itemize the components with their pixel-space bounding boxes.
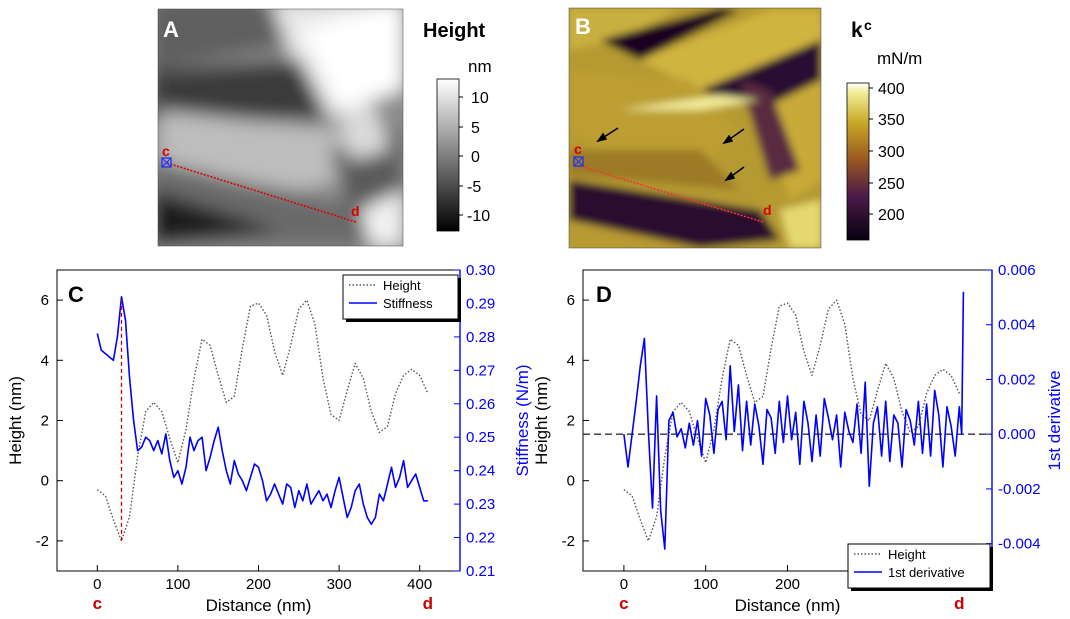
panel-b-colorbar-title-sup: c (864, 17, 872, 33)
panel-b-label: B (575, 14, 591, 39)
panel-b-marker-c: c (574, 141, 582, 157)
panel-d-end-label-c: c (619, 594, 628, 613)
panel-d-y-tick-label: 0 (567, 473, 575, 490)
panel-c-x-tick-label: 300 (327, 576, 352, 593)
panel-d-legend: Height 1st derivative (847, 543, 993, 591)
panel-c-y-right-tick-label: 0.27 (466, 362, 495, 379)
panel-c-y-right-tick-label: 0.29 (466, 295, 495, 312)
panel-d-legend-shadow (990, 547, 993, 591)
panel-b-colorbar-tick: 300 (878, 144, 905, 161)
panel-d-y-tick-label: 6 (567, 292, 575, 309)
panel-d-y-right-tick-label: 0.006 (998, 262, 1036, 279)
panel-d-y-tick-label: 2 (567, 413, 575, 430)
panel-c-y-right-axis-title: Stiffness (N/m) (513, 364, 532, 476)
panel-c-legend-entry: Stiffness (383, 296, 433, 311)
panel-d-x-tick-label: 100 (693, 576, 718, 593)
panel-c-legend-entry: Height (383, 278, 421, 293)
panel-d-y-tick-label: 4 (567, 352, 575, 369)
panel-a-colorbar-tick: -10 (467, 208, 490, 225)
panel-d-y-right-tick-label: -0.004 (998, 536, 1041, 553)
panel-d-legend-entry: Height (888, 547, 926, 562)
panel-a-colorbar-gradient (436, 78, 460, 232)
panel-d-series-height-line (623, 299, 960, 542)
panel-d-y-right-axis-title: 1st derivative (1045, 370, 1064, 470)
panel-d-x-tick-label: 0 (620, 576, 628, 593)
panel-c-x-tick-label: 400 (407, 576, 432, 593)
panel-c-y-tick-label: 4 (41, 352, 49, 369)
panel-d-x-axis-title: Distance (nm) (735, 596, 841, 615)
panel-b-colorbar-tick: 350 (878, 112, 905, 129)
panel-d-y-right-tick-label: 0.004 (998, 317, 1036, 334)
panel-d-y-right-tick-label: 0.002 (998, 371, 1036, 388)
panel-d-end-label-d: d (954, 594, 964, 613)
panel-b-colorbar-tick: 400 (878, 81, 905, 98)
panel-c-y-right-tick-label: 0.24 (466, 463, 495, 480)
panel-a-colorbar-title: Height (423, 20, 486, 42)
panel-c-y-tick-label: 6 (41, 292, 49, 309)
panel-b-marker-d: d (763, 202, 772, 218)
panel-c-y-right-tick-label: 0.21 (466, 563, 495, 580)
panel-c-x-tick-label: 100 (165, 576, 190, 593)
panel-a-colorbar-tick: 0 (471, 149, 480, 166)
panel-b-arrows (596, 127, 745, 182)
panel-c-legend-box (342, 274, 459, 320)
panel-a-colorbar-tick: -5 (467, 179, 481, 196)
panel-c-y-right-tick-label: 0.26 (466, 396, 495, 413)
panel-b-colorbar-tick: 200 (878, 207, 905, 224)
panel-a-marker-d: d (351, 203, 360, 219)
panel-d-y-axis-title: Height (nm) (532, 376, 551, 465)
panel-c-label: C (68, 282, 84, 307)
panel-a-colorbar: Height nm 10 5 0 -5 -10 (423, 20, 492, 232)
panel-d-y-tick-label: -2 (562, 533, 575, 550)
panel-c-end-label-c: c (93, 594, 102, 613)
panel-a-colorbar-tick: 5 (471, 120, 480, 137)
panel-b-colorbar-unit: mN/m (877, 49, 922, 68)
panel-d-label: D (596, 282, 612, 307)
panel-a-height-image: c d A (157, 8, 404, 247)
panel-c-y-right-tick-label: 0.28 (466, 329, 495, 346)
panel-a-colorbar-unit: nm (468, 57, 492, 76)
panel-d-series-blue-line (623, 291, 965, 550)
panel-c-legend: Height Stiffness (342, 274, 461, 322)
panel-c-legend-shadow (346, 319, 461, 322)
panel-b-stiffness-image: c d B (568, 7, 822, 249)
panel-c-x-tick-label: 0 (93, 576, 101, 593)
panel-c-y-tick-label: -2 (36, 533, 49, 550)
panel-b-colorbar-gradient (846, 82, 870, 241)
panel-c-legend-shadow (458, 278, 461, 322)
panel-c-y-right-tick-label: 0.25 (466, 429, 495, 446)
panel-a-colorbar-tick: 10 (471, 90, 489, 107)
panel-d-legend-entry: 1st derivative (888, 565, 965, 580)
panel-b-colorbar: k c mN/m 400 350 300 250 200 (846, 17, 922, 241)
panel-d-plot-frame (582, 269, 993, 572)
panel-d-y-right-tick-label: -0.002 (998, 481, 1041, 498)
panel-c-end-label-d: d (423, 594, 433, 613)
panel-c-series-blue-line (96, 295, 428, 526)
panel-c-x-tick-label: 200 (246, 576, 271, 593)
panel-b-colorbar-tick: 250 (878, 176, 905, 193)
panel-c-y-right-tick-label: 0.22 (466, 530, 495, 547)
panel-c-y-tick-label: 0 (41, 473, 49, 490)
panel-c-y-axis-title: Height (nm) (6, 376, 25, 465)
panel-d-x-tick-label: 200 (775, 576, 800, 593)
panel-c-x-axis-title: Distance (nm) (206, 596, 312, 615)
panel-d-y-right-tick-label: 0.000 (998, 426, 1036, 443)
panel-c-chart: 0 100 200 300 400 -2 0 2 4 6 0.21 0.22 0.23 0.24 0.25 0… (6, 262, 532, 615)
panel-a-marker-c: c (162, 143, 170, 159)
panel-c-y-right-tick-label: 0.23 (466, 496, 495, 513)
panel-b-colorbar-title: k (851, 19, 863, 42)
panel-d-legend-shadow (851, 588, 993, 591)
panel-a-label: A (163, 17, 179, 42)
panel-c-series-height-line (96, 299, 429, 542)
panel-d-chart: 0100200300400-20246-0.004-0.0020.0000.00… (532, 262, 1064, 615)
panel-c-y-right-tick-label: 0.30 (466, 262, 495, 279)
panel-c-y-tick-label: 2 (41, 413, 49, 430)
